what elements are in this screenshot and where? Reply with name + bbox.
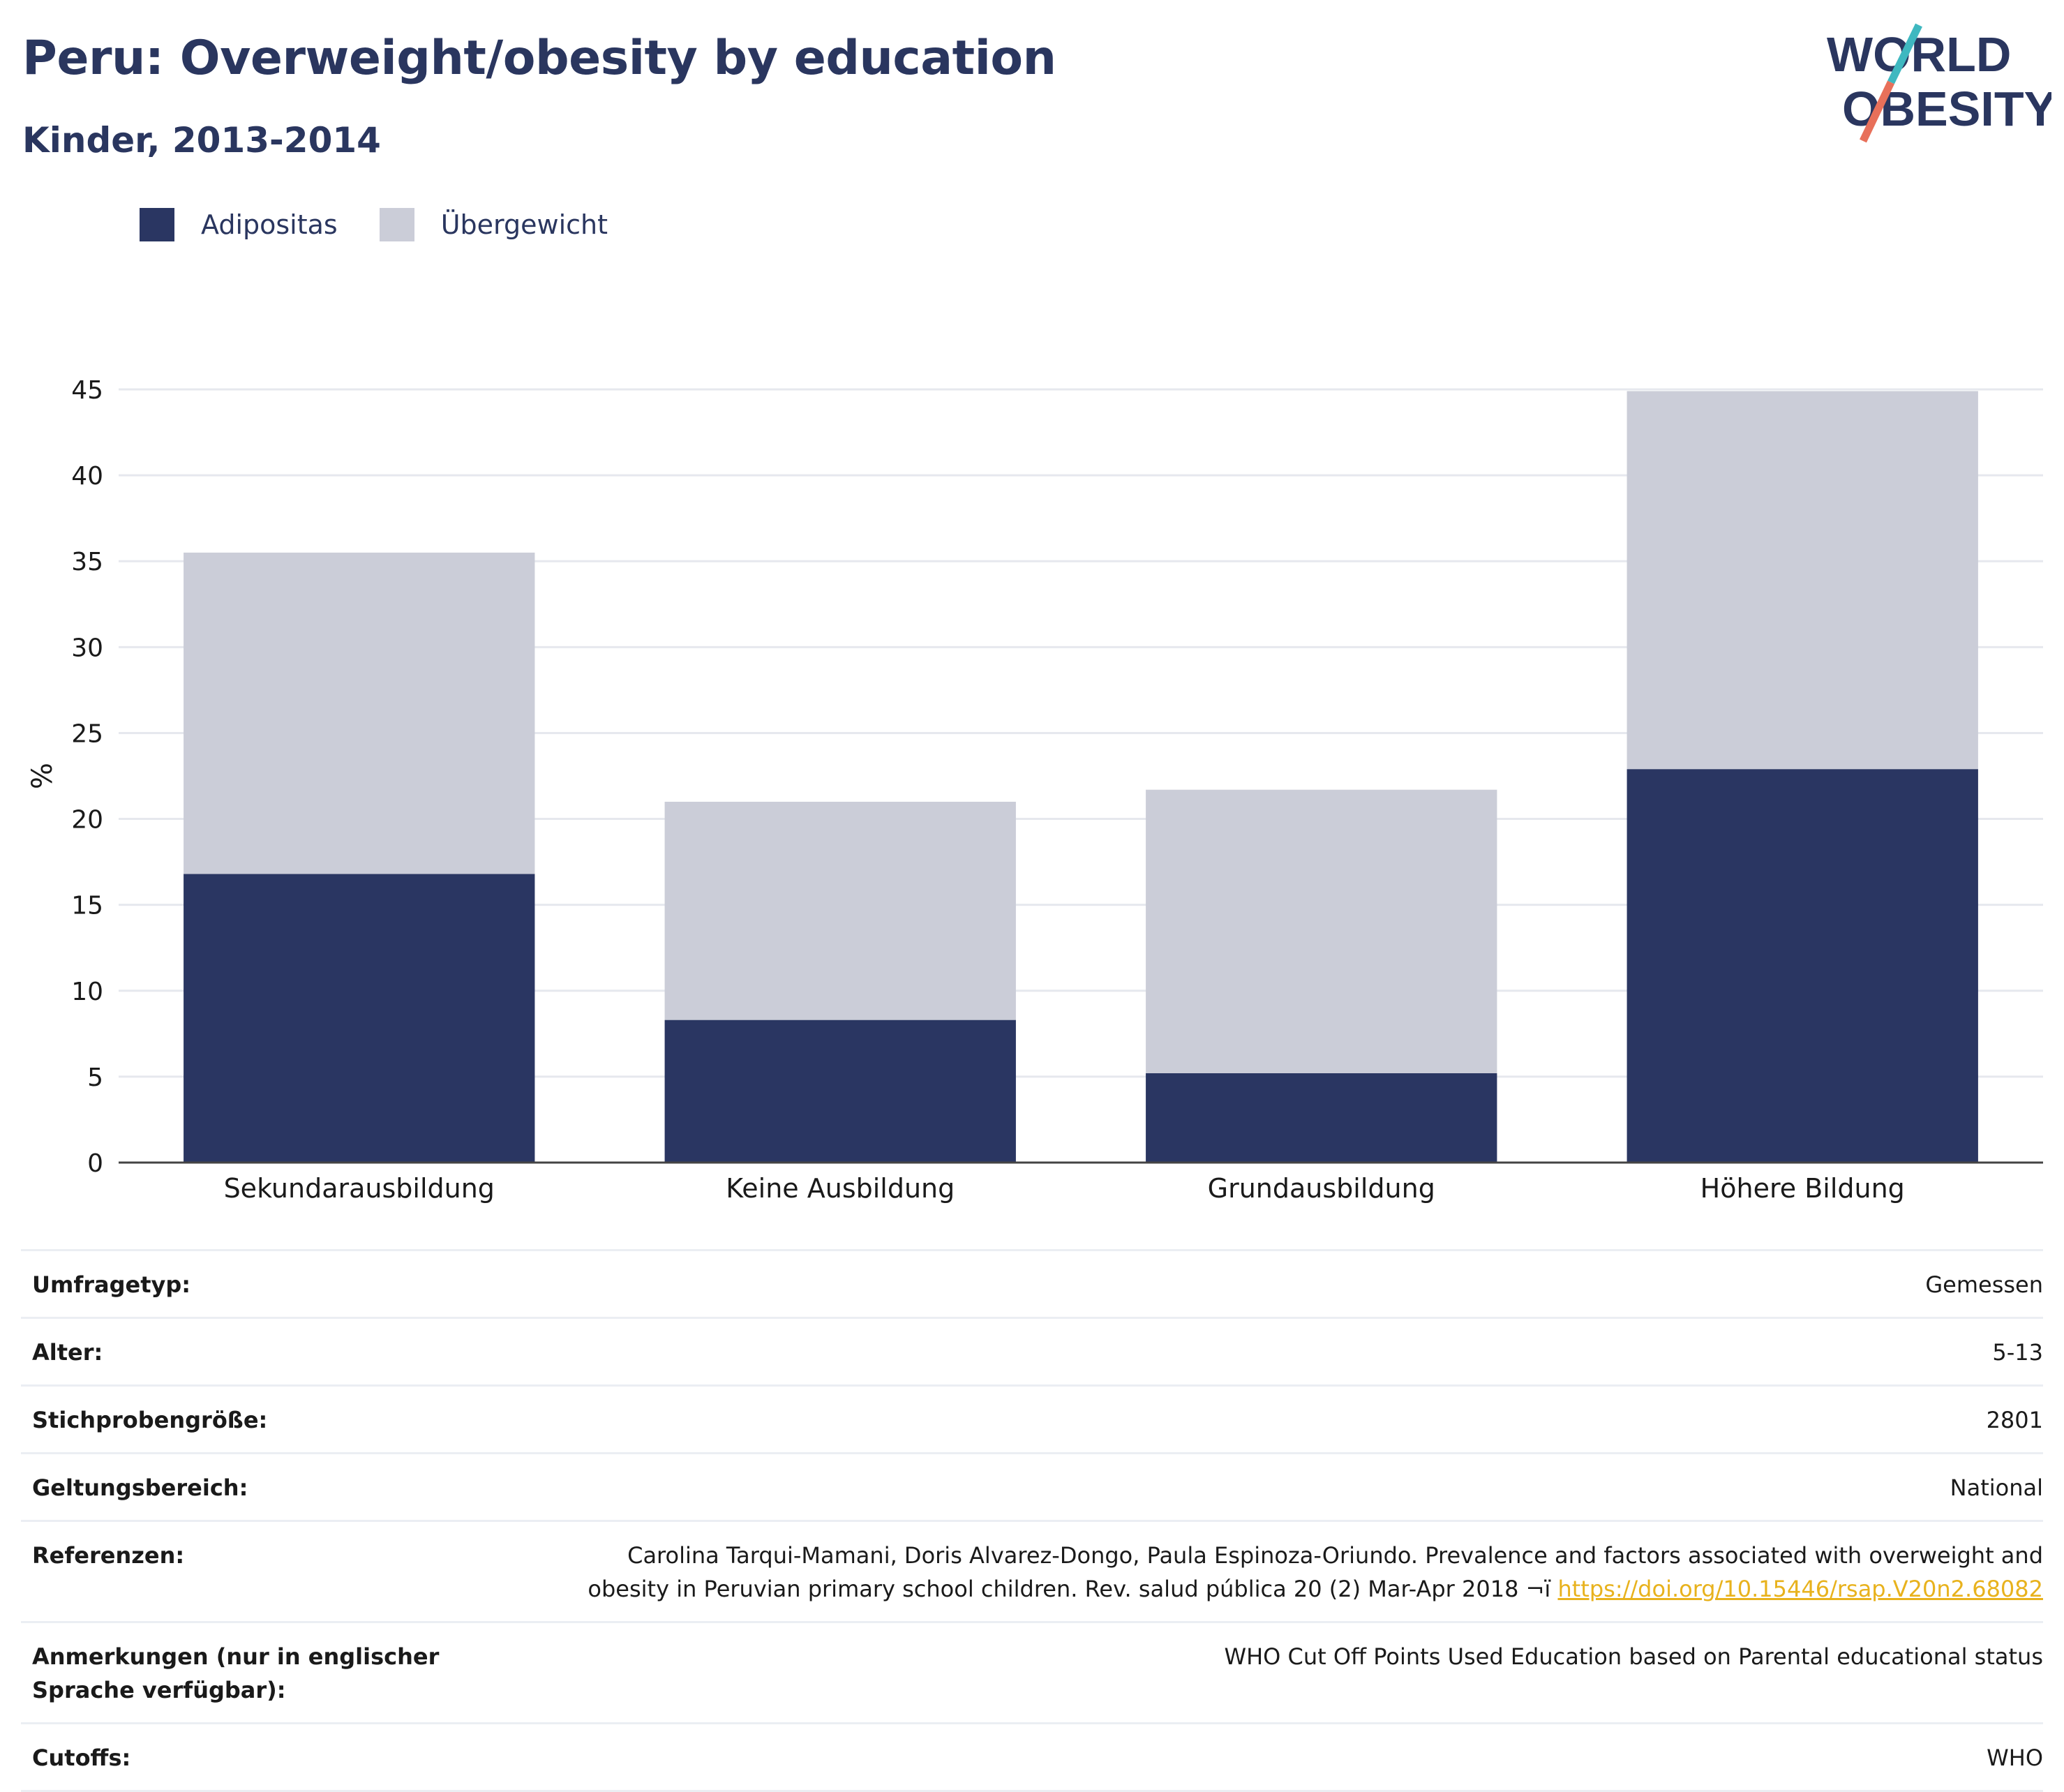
meta-label: Alter:	[21, 1317, 534, 1386]
x-tick-label: Grundausbildung	[1208, 1173, 1435, 1204]
legend-item-adipositas[interactable]: Adipositas	[140, 208, 338, 241]
bar-adipositas-1	[664, 1020, 1016, 1163]
metadata-table: Umfragetyp: Gemessen Alter: 5-13 Stichpr…	[21, 1249, 2043, 1792]
meta-label: Anmerkungen (nur in englischer Sprache v…	[21, 1621, 534, 1724]
logo-word-world: WORLD	[1827, 27, 2011, 82]
meta-row-age: Alter: 5-13	[21, 1317, 2043, 1386]
bar-uebergewicht-2	[1146, 789, 1497, 1073]
bar-uebergewicht-3	[1626, 391, 1978, 770]
legend-label-uebergewicht: Übergewicht	[440, 209, 608, 240]
meta-row-coverage: Geltungsbereich: National	[21, 1452, 2043, 1521]
legend-label-adipositas: Adipositas	[201, 209, 338, 240]
y-tick-label: 35	[71, 548, 103, 576]
y-tick-label: 25	[71, 719, 103, 748]
meta-label: Geltungsbereich:	[21, 1452, 534, 1521]
meta-value: 5-13	[534, 1317, 2043, 1386]
y-tick-label: 45	[71, 376, 103, 405]
meta-label: Referenzen:	[21, 1520, 534, 1622]
y-tick-label: 40	[71, 462, 103, 491]
bar-adipositas-2	[1146, 1073, 1497, 1163]
y-tick-label: 0	[87, 1149, 103, 1178]
logo-slash-bottom	[1860, 80, 1894, 143]
legend-swatch-uebergewicht	[379, 208, 414, 241]
meta-value: Gemessen	[534, 1249, 2043, 1318]
reference-doi-link[interactable]: https://doi.org/10.15446/rsap.V20n2.6808…	[1557, 1576, 2043, 1602]
y-axis-label: %	[27, 763, 59, 789]
meta-row-sample-size: Stichprobengröße: 2801	[21, 1384, 2043, 1454]
chart-title: Peru: Overweight/obesity by education	[22, 31, 1056, 86]
world-obesity-logo: WORLD OBESITY	[1827, 23, 2051, 143]
bar-uebergewicht-1	[664, 801, 1016, 1020]
y-tick-label: 30	[71, 634, 103, 662]
meta-value: WHO Cut Off Points Used Education based …	[534, 1621, 2043, 1724]
logo-word-obesity: OBESITY	[1842, 82, 2051, 136]
y-tick-label: 5	[87, 1063, 103, 1092]
bar-adipositas-0	[184, 874, 535, 1163]
meta-value: National	[534, 1452, 2043, 1521]
meta-value-references: Carolina Tarqui-Mamani, Doris Alvarez-Do…	[534, 1520, 2043, 1622]
logo-slash-top	[1887, 23, 1922, 84]
legend-swatch-adipositas	[140, 208, 174, 241]
y-tick-label: 20	[71, 806, 103, 835]
x-tick-label: Sekundarausbildung	[224, 1173, 495, 1204]
meta-label: Cutoffs:	[21, 1722, 534, 1792]
meta-row-notes: Anmerkungen (nur in englischer Sprache v…	[21, 1621, 2043, 1724]
meta-value: WHO	[534, 1722, 2043, 1792]
meta-row-cutoffs: Cutoffs: WHO	[21, 1722, 2043, 1792]
y-tick-label: 15	[71, 892, 103, 920]
meta-value: 2801	[534, 1384, 2043, 1454]
reference-text: Carolina Tarqui-Mamani, Doris Alvarez-Do…	[588, 1542, 2043, 1602]
y-tick-label: 10	[71, 978, 103, 1006]
meta-label: Umfragetyp:	[21, 1249, 534, 1318]
chart-legend: Adipositas Übergewicht	[140, 207, 650, 243]
x-tick-label: Keine Ausbildung	[726, 1173, 955, 1204]
chart-subtitle: Kinder, 2013-2014	[22, 120, 381, 160]
x-tick-label: Höhere Bildung	[1700, 1173, 1905, 1204]
meta-row-references: Referenzen: Carolina Tarqui-Mamani, Dori…	[21, 1520, 2043, 1622]
meta-label: Stichprobengröße:	[21, 1384, 534, 1454]
bar-adipositas-3	[1626, 769, 1978, 1163]
bar-uebergewicht-0	[184, 552, 535, 874]
legend-item-uebergewicht[interactable]: Übergewicht	[379, 208, 608, 241]
meta-row-survey-type: Umfragetyp: Gemessen	[21, 1249, 2043, 1318]
stacked-bar-chart: 0 5 10 15 20 25 30 35 40 45% Sekundarausbildung Kei…	[27, 376, 2043, 1204]
